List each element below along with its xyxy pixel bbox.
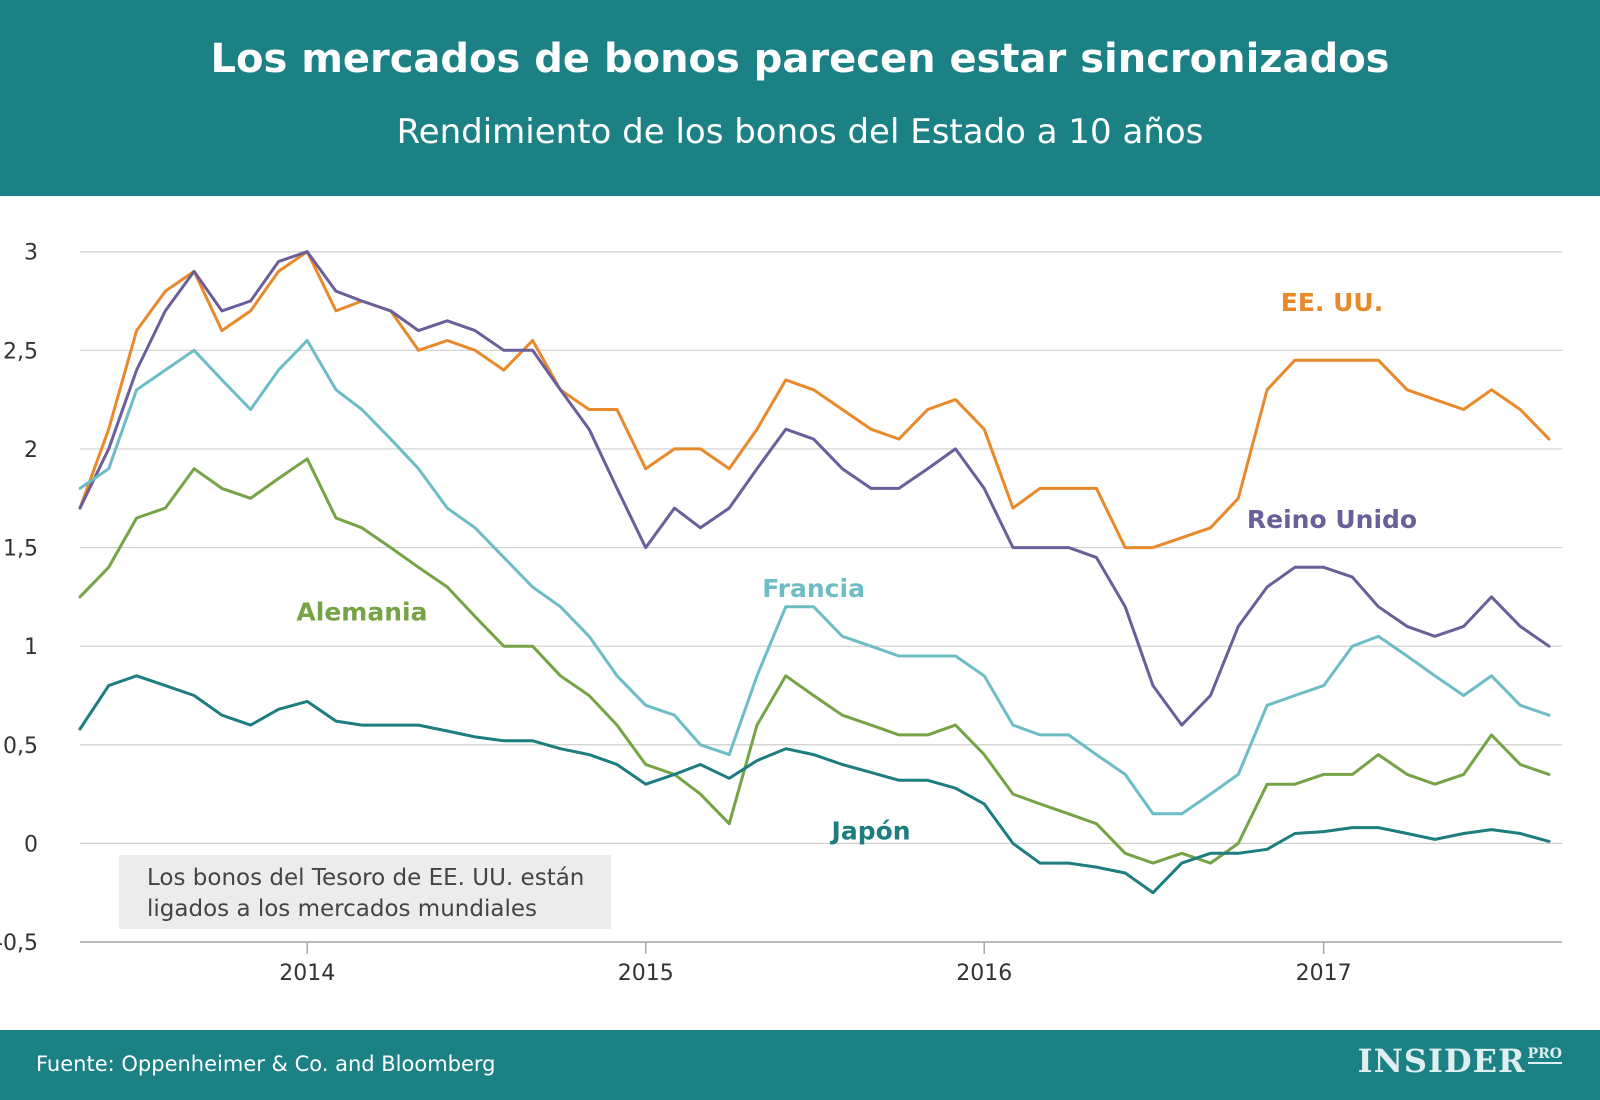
series-labels: EE. UU. Reino Unido Francia Alemania Japón (296, 288, 1417, 846)
line-chart: -0,5 0 0,5 1 1,5 2 2,5 3 2014 2015 2016 2017 EE. UU… (0, 241, 1562, 986)
footer-banner: Fuente: Oppenheimer & Co. and Bloomberg … (0, 1030, 1600, 1100)
series-label-reino-unido: Reino Unido (1247, 505, 1417, 534)
header-banner: Los mercados de bonos parecen estar sinc… (0, 0, 1600, 196)
y-tick-label: 2 (24, 438, 38, 463)
x-tick-label: 2016 (956, 961, 1012, 986)
series-label-francia: Francia (762, 574, 865, 603)
annotation-box: Los bonos del Tesoro de EE. UU. están li… (119, 855, 611, 929)
grid-lines (80, 251, 1562, 943)
y-tick-label: 0 (24, 832, 38, 857)
brand-sub: PRO (1527, 1046, 1562, 1064)
y-tick-label: 3 (24, 241, 38, 266)
chart-title: Los mercados de bonos parecen estar sinc… (210, 36, 1390, 82)
series-line-ee-uu (78, 250, 1551, 550)
series-label-alemania: Alemania (296, 598, 427, 627)
brand-name: INSIDER (1357, 1042, 1526, 1080)
y-tick-label: 2,5 (3, 339, 38, 364)
series-line-japon (78, 674, 1551, 895)
y-tick-label: 1,5 (3, 537, 38, 562)
series-lines (78, 250, 1551, 895)
series-label-ee-uu: EE. UU. (1281, 288, 1383, 317)
series-line-reino-unido (78, 250, 1551, 727)
source-credit: Fuente: Oppenheimer & Co. and Bloomberg (36, 1052, 496, 1076)
series-label-japon: Japón (830, 816, 911, 845)
x-tick-label: 2014 (279, 961, 335, 986)
y-tick-label: 0,5 (3, 734, 38, 759)
y-tick-label: -0,5 (0, 931, 38, 956)
annotation-line-2: ligados a los mercados mundiales (147, 896, 537, 922)
x-tick-label: 2015 (618, 961, 674, 986)
series-line-francia (78, 339, 1551, 816)
y-tick-label: 1 (24, 635, 38, 660)
annotation-line-1: Los bonos del Tesoro de EE. UU. están (147, 865, 585, 891)
chart-subtitle: Rendimiento de los bonos del Estado a 10… (396, 112, 1204, 152)
brand-logo: INSIDER PRO (1358, 1042, 1562, 1080)
x-tick-label: 2017 (1296, 961, 1352, 986)
axes: -0,5 0 0,5 1 1,5 2 2,5 3 2014 2015 2016 2017 (0, 241, 1562, 986)
series-line-alemania (78, 457, 1551, 865)
